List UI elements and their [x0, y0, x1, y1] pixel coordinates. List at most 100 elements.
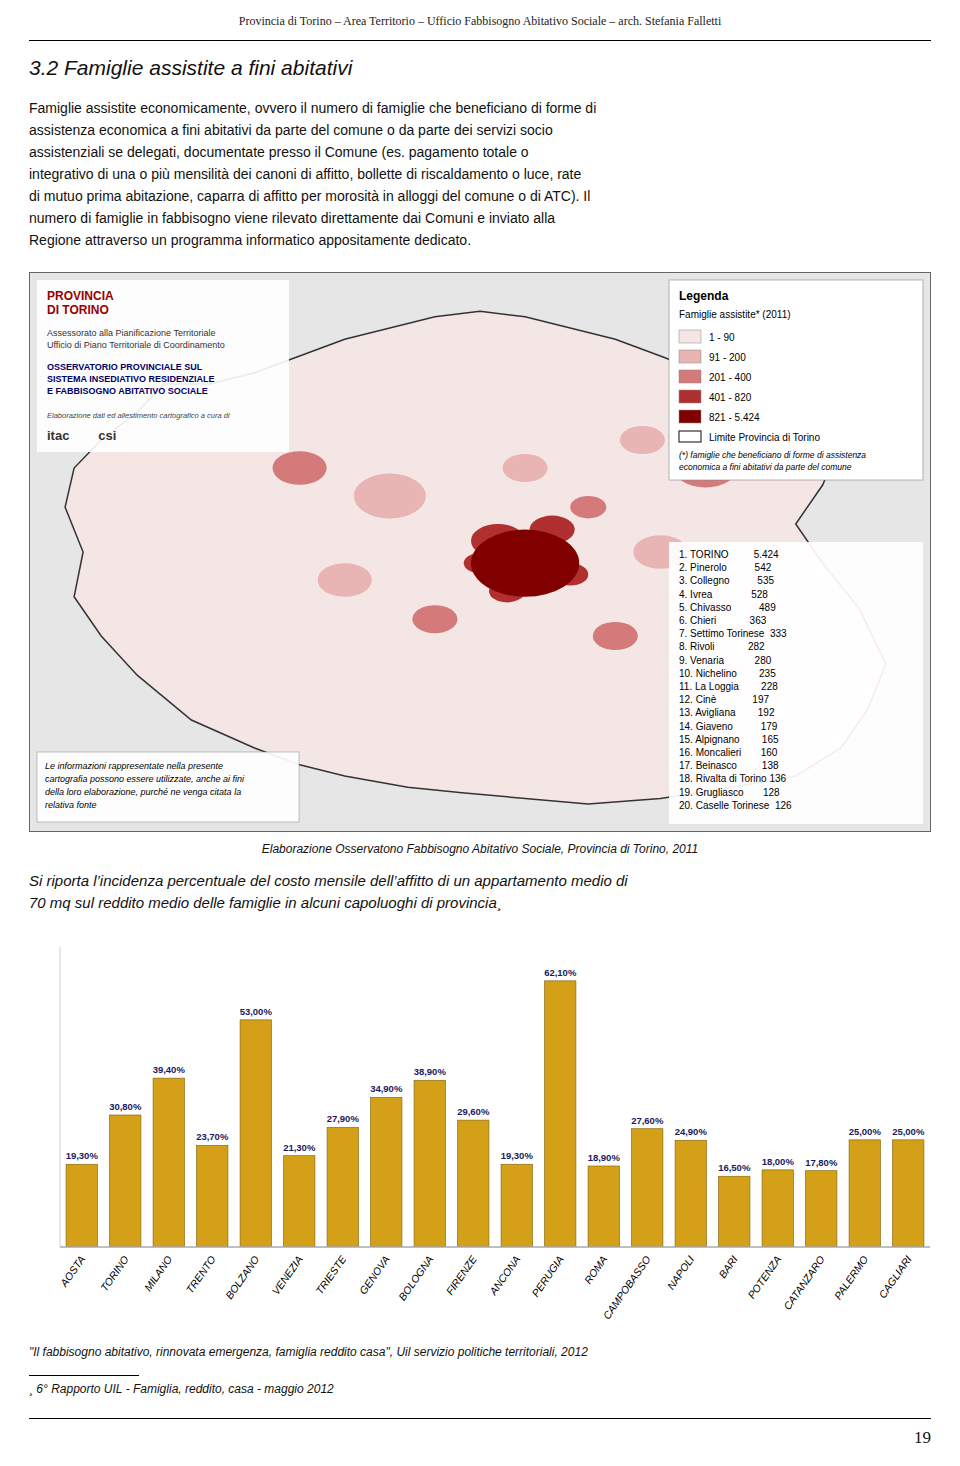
x-tick-label: FIRENZE: [443, 1252, 479, 1296]
bar: [240, 1020, 271, 1247]
x-tick-label: BOLOGNA: [396, 1253, 436, 1302]
x-tick-label: GENOVA: [357, 1253, 392, 1296]
map-legend-note: economica a fini abitativi da parte del …: [679, 462, 852, 472]
intro-text: 70 mq sul reddito medio delle famiglie i…: [29, 894, 502, 911]
map-ranking: 15. Alpignano 165: [679, 734, 779, 745]
bar: [849, 1140, 880, 1247]
map-legend-item: 91 - 200: [709, 352, 746, 363]
map-legend-swatch: [679, 390, 701, 403]
footnote: "Il fabbisogno abitativo, rinnovata emer…: [29, 1345, 588, 1359]
page-number: 19: [914, 1428, 931, 1448]
map-ranking: 12. Cinè 197: [679, 694, 769, 705]
bar: [675, 1140, 706, 1247]
map-legend-subtitle: Famiglie assistite* (2011): [679, 309, 791, 320]
data-label: 16,50%: [718, 1162, 751, 1173]
bar: [458, 1120, 489, 1247]
x-tick-label: PERUGIA: [529, 1253, 566, 1299]
map-legend-swatch: [679, 370, 701, 383]
body-text: numero di famiglie in fabbisogno viene r…: [29, 210, 555, 226]
map-rankings-box: [669, 542, 923, 824]
data-label: 25,00%: [849, 1126, 882, 1137]
map-area: [503, 454, 548, 482]
map-ranking: 5. Chivasso 489: [679, 602, 776, 613]
data-label: 24,90%: [675, 1126, 708, 1137]
x-tick-label: CAGLIARI: [876, 1253, 914, 1300]
map-area: [620, 426, 665, 454]
body-text: di mutuo prima abitazione, caparra di af…: [29, 188, 590, 204]
data-label: 17,80%: [805, 1157, 838, 1168]
map-legend-swatch: [679, 330, 701, 343]
x-tick-label: CATANZARO: [781, 1253, 827, 1312]
map-office: Assessorato alla Pianificazione Territor…: [47, 328, 215, 338]
data-label: 30,80%: [109, 1101, 142, 1112]
map-ranking: 6. Chieri 363: [679, 615, 767, 626]
bar: [501, 1164, 532, 1247]
data-label: 53,00%: [240, 1006, 273, 1017]
bar: [197, 1145, 228, 1247]
map-note-box: [37, 752, 299, 822]
x-tick-label: POTENZA: [745, 1253, 783, 1301]
map-institution: DI TORINO: [47, 303, 109, 317]
bar: [327, 1127, 358, 1247]
bottom-rule: [29, 1418, 931, 1419]
y-axis-line: [60, 947, 61, 1247]
map-legend-swatch: [679, 410, 701, 423]
data-label: 25,00%: [892, 1126, 925, 1137]
map-legend-swatch: [679, 431, 701, 442]
baseline: [60, 1246, 930, 1248]
data-label: 19,30%: [501, 1150, 534, 1161]
map-ranking: 18. Rivalta di Torino 136: [679, 773, 787, 784]
map-institution: PROVINCIA: [47, 289, 114, 303]
map-ranking: 10. Nichelino 235: [679, 668, 776, 679]
x-tick-label: TRENTO: [183, 1253, 217, 1295]
data-label: 29,60%: [457, 1106, 490, 1117]
bar: [66, 1164, 97, 1247]
bar: [284, 1156, 315, 1247]
map-area: [570, 496, 606, 518]
map-legend-box: [669, 280, 923, 480]
map-background: [30, 273, 931, 832]
map-area: [471, 530, 579, 597]
x-tick-label: BARI: [716, 1253, 740, 1280]
bar: [371, 1097, 402, 1247]
bar: [806, 1171, 837, 1247]
bar: [588, 1166, 619, 1247]
body-text: assistenza economica a fini abitativi da…: [29, 122, 553, 138]
map-credits: Elaborazione dati ed allestimento cartog…: [47, 411, 230, 420]
data-label: 38,90%: [414, 1066, 447, 1077]
map-observatory: OSSERVATORIO PROVINCIALE SUL: [47, 362, 203, 372]
bar: [632, 1129, 663, 1247]
data-label: 18,90%: [588, 1152, 621, 1163]
x-tick-label: BOLZANO: [223, 1253, 262, 1301]
map-ranking: 16. Moncalieri 160: [679, 747, 778, 758]
x-tick-label: VENEZIA: [269, 1253, 305, 1297]
map-office: Ufficio di Piano Territoriale di Coordin…: [47, 340, 225, 350]
map-legend-item: 821 - 5.424: [709, 412, 760, 423]
map-ranking: 14. Giaveno 179: [679, 721, 778, 732]
section-title: 3.2 Famiglie assistite a fini abitativi: [29, 56, 352, 80]
map-logos: itac csi: [47, 428, 116, 443]
map-ranking: 3. Collegno 535: [679, 575, 774, 586]
body-text: assistenziali se delegati, documentate p…: [29, 144, 529, 160]
bar: [545, 981, 576, 1247]
map-legend-title: Legenda: [679, 289, 729, 303]
map-legend-item: 401 - 820: [709, 392, 752, 403]
data-label: 27,90%: [327, 1113, 360, 1124]
body-text: integrativo di una o più mensilità dei c…: [29, 166, 581, 182]
map: PROVINCIADI TORINO Assessorato alla Piani…: [29, 272, 931, 832]
data-label: 23,70%: [196, 1131, 229, 1142]
page-header: Provincia di Torino – Area Territorio – …: [0, 14, 960, 29]
data-label: 21,30%: [283, 1142, 316, 1153]
x-tick-label: NAPOLI: [664, 1253, 696, 1291]
data-label: 34,90%: [370, 1083, 403, 1094]
x-tick-label: PALERMO: [832, 1253, 871, 1301]
map-area: [412, 605, 457, 633]
data-label: 39,40%: [153, 1064, 186, 1075]
header-rule: [29, 40, 931, 41]
bar: [719, 1176, 750, 1247]
data-label: 18,00%: [762, 1156, 795, 1167]
map-ranking: 17. Beinasco 138: [679, 760, 779, 771]
body-text: Regione attraverso un programma informat…: [29, 232, 471, 248]
map-observatory: SISTEMA INSEDIATIVO RESIDENZIALE: [47, 374, 215, 384]
map-ranking: 13. Avigliana 192: [679, 707, 775, 718]
